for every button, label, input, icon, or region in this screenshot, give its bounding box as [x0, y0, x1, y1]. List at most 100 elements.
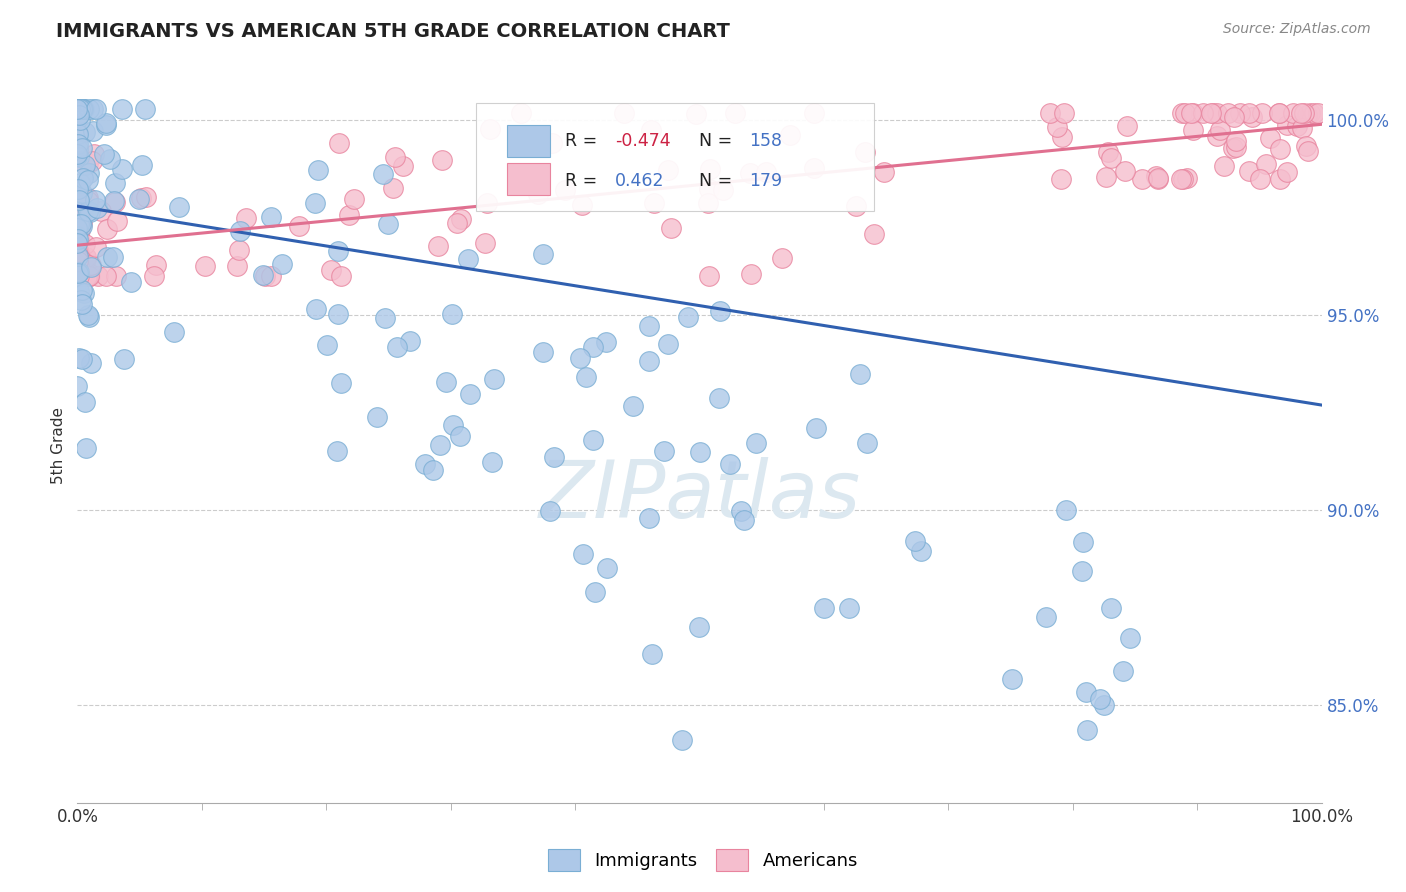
Point [80, 356, 103, 370]
Point [67, 265, 90, 279]
Point [770, 251, 793, 265]
Point [72, 102, 94, 116]
Point [73, 236, 96, 251]
Point [1237, 105, 1260, 120]
Point [640, 123, 662, 137]
Point [76, 269, 98, 284]
Point [66, 269, 89, 284]
Point [740, 267, 762, 281]
Point [304, 196, 326, 211]
Point [75, 250, 97, 264]
Point [77, 156, 100, 170]
Point [685, 107, 707, 121]
Point [1268, 105, 1291, 120]
Point [288, 219, 311, 234]
Point [1147, 172, 1170, 186]
Point [441, 417, 464, 432]
Point [79, 269, 101, 284]
Point [82, 102, 104, 116]
Y-axis label: 5th Grade: 5th Grade [51, 408, 66, 484]
Point [72, 102, 94, 116]
Point [848, 367, 870, 381]
Point [69, 202, 91, 217]
Point [67, 232, 90, 246]
Point [93, 147, 115, 161]
Point [637, 318, 659, 333]
Point [94, 269, 117, 284]
Point [1256, 157, 1278, 171]
Text: 179: 179 [749, 171, 782, 189]
Point [66, 225, 89, 239]
Point [69, 255, 91, 269]
Point [1174, 105, 1197, 120]
Point [77, 102, 100, 116]
Point [1251, 105, 1274, 120]
Point [73, 394, 96, 409]
Point [72, 171, 94, 186]
Point [73, 102, 96, 116]
Point [69, 153, 91, 168]
Point [67, 213, 90, 227]
Point [96, 250, 118, 264]
Point [1053, 105, 1076, 120]
Point [1071, 534, 1094, 549]
Point [67, 224, 90, 238]
Point [1223, 110, 1246, 124]
Point [70, 216, 93, 230]
Point [169, 200, 191, 214]
Point [66, 182, 89, 196]
Point [718, 457, 741, 471]
Point [326, 444, 349, 458]
FancyBboxPatch shape [506, 162, 550, 194]
Point [110, 102, 132, 116]
Point [90, 203, 112, 218]
Point [235, 211, 257, 225]
Point [66, 102, 89, 116]
Point [1299, 105, 1322, 120]
Point [72, 297, 94, 311]
Point [66, 228, 89, 243]
Point [229, 224, 252, 238]
Point [67, 257, 90, 271]
Point [813, 600, 835, 615]
Point [696, 195, 718, 210]
Point [72, 284, 94, 298]
Point [72, 102, 94, 116]
Point [575, 369, 598, 384]
Point [84, 102, 107, 116]
Point [1119, 631, 1142, 645]
Point [583, 585, 606, 599]
Point [76, 308, 98, 322]
Point [67, 269, 90, 284]
Point [66, 208, 89, 222]
Point [80, 260, 103, 274]
Point [330, 269, 353, 284]
Point [66, 260, 89, 275]
Point [67, 246, 90, 260]
Point [1206, 129, 1229, 144]
Point [66, 264, 89, 278]
Point [86, 240, 108, 254]
Point [571, 198, 593, 212]
Point [69, 217, 91, 231]
Point [72, 102, 94, 116]
Text: ZIPatlas: ZIPatlas [538, 457, 860, 535]
Point [67, 244, 90, 259]
Point [270, 257, 292, 271]
Point [1268, 142, 1291, 156]
Point [1181, 105, 1204, 120]
Point [595, 560, 617, 574]
Point [67, 284, 90, 298]
Point [374, 311, 396, 326]
Point [66, 210, 89, 224]
Point [1099, 600, 1122, 615]
Point [1218, 105, 1240, 120]
Point [754, 165, 776, 179]
Text: N =: N = [700, 171, 738, 189]
Point [82, 124, 104, 138]
Point [1294, 105, 1316, 120]
Point [66, 236, 89, 251]
Point [382, 180, 405, 194]
Point [1116, 119, 1139, 133]
Point [873, 165, 896, 179]
